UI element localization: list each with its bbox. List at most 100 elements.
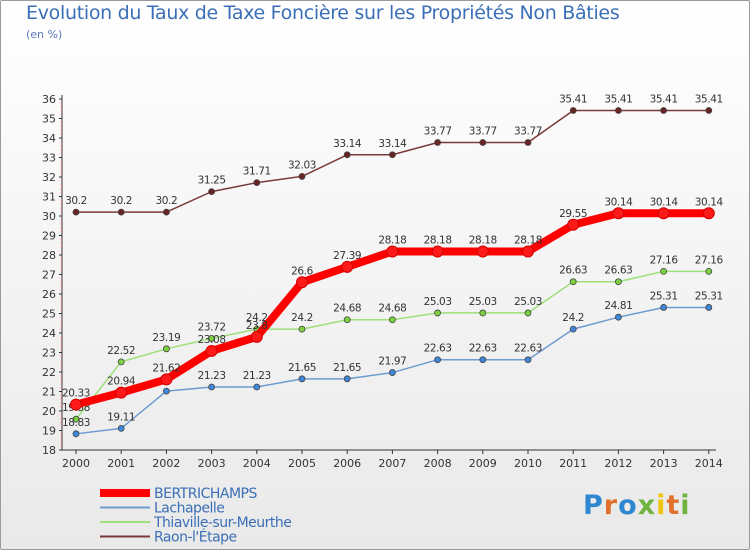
data-point — [162, 345, 170, 353]
x-tick-label: 2001 — [107, 457, 135, 470]
data-label: 25.03 — [514, 296, 542, 308]
logo-letter: o — [618, 490, 638, 521]
data-label: 23.19 — [152, 332, 180, 344]
y-tick-label: 36 — [42, 93, 56, 106]
data-point — [660, 107, 667, 114]
data-point — [208, 188, 216, 196]
series-lachapelle: 18.83 19.11 21.23 21.23 21.65 21.65 21.97 22.63… — [62, 290, 723, 438]
data-label: 35.41 — [604, 94, 632, 106]
data-label: 31.25 — [198, 175, 226, 187]
data-point — [72, 208, 80, 216]
series-thiaville-sur-meurthe: 19.5822.5223.1923.7224.224.224.6824.6825… — [62, 254, 724, 423]
data-point — [70, 398, 82, 411]
proxiti-logo: Proxiti — [583, 490, 691, 521]
data-point — [569, 107, 577, 114]
x-tick-label: 2003 — [198, 457, 226, 470]
data-label: 21.23 — [198, 370, 226, 382]
data-label: 35.41 — [650, 94, 678, 106]
data-point — [615, 107, 622, 114]
data-point — [434, 139, 442, 146]
data-label: 33.77 — [514, 125, 542, 137]
chart-subtitle: (en %) — [26, 28, 63, 41]
x-tick-label: 2014 — [695, 457, 723, 470]
x-tick-label: 2011 — [559, 457, 587, 470]
y-tick-label: 20 — [42, 405, 56, 418]
y-tick-label: 31 — [42, 191, 56, 204]
data-label: 27.39 — [333, 250, 361, 262]
data-point — [702, 207, 715, 220]
data-point — [388, 369, 396, 376]
data-point — [72, 415, 80, 423]
chart-title: Evolution du Taux de Taxe Foncière sur l… — [26, 2, 620, 24]
logo-letter: i — [656, 490, 667, 521]
data-point — [250, 330, 263, 343]
data-label: 28.18 — [469, 234, 497, 246]
data-label: 23.72 — [198, 321, 226, 333]
data-label: 33.77 — [424, 125, 452, 137]
data-point — [569, 325, 577, 333]
data-label: 21.23 — [243, 370, 271, 382]
data-point — [162, 208, 170, 216]
data-point — [479, 356, 487, 364]
data-point — [253, 383, 261, 391]
data-point — [434, 309, 442, 317]
data-label: 35.41 — [695, 94, 723, 106]
data-label: 29.55 — [559, 208, 587, 220]
y-tick-label: 26 — [42, 288, 56, 301]
series-raon-l-tape: 30.2 30.2 30.2 31.25 31.71 32.03 33.14 33.14 33.… — [65, 94, 723, 216]
data-label: 18.83 — [62, 417, 90, 429]
data-point — [298, 375, 306, 383]
series-layer: 30.2 30.2 30.2 31.25 31.71 32.03 33.14 33.14 33.… — [62, 94, 724, 438]
data-point — [388, 151, 396, 159]
data-point — [522, 245, 534, 258]
legend-label: Thiaville-sur-Meurthe — [153, 515, 291, 531]
data-point — [705, 304, 713, 311]
data-point — [660, 267, 667, 275]
data-label: 19.11 — [107, 411, 135, 423]
data-label: 33.77 — [469, 125, 497, 137]
x-tick-label: 2004 — [243, 457, 271, 470]
axes: 18 19 20 21 22 23 24 25 26 27 28 29 30 31 32 33 34 35 36 20… — [42, 93, 723, 470]
data-label: 28.18 — [378, 234, 406, 246]
y-tick-label: 30 — [42, 210, 56, 223]
data-label: 24.2 — [291, 312, 313, 324]
data-label: 26.63 — [604, 265, 632, 277]
logo-letter: t — [666, 490, 681, 521]
data-point — [298, 173, 306, 180]
data-point — [705, 107, 713, 114]
data-label: 23.08 — [198, 334, 226, 346]
data-point — [660, 304, 667, 311]
data-point — [208, 335, 216, 342]
y-tick-label: 32 — [42, 171, 56, 184]
data-point — [253, 179, 261, 187]
y-tick-label: 34 — [42, 132, 56, 145]
data-label: 27.16 — [695, 254, 724, 266]
y-tick-label: 29 — [42, 230, 56, 243]
data-point — [612, 207, 625, 220]
legend-item: Raon-l'Étape — [100, 529, 237, 546]
logo-letter: r — [603, 490, 619, 521]
legend-item: Thiaville-sur-Meurthe — [100, 515, 292, 531]
data-point — [117, 424, 125, 432]
data-point — [298, 325, 306, 333]
data-point — [657, 207, 670, 220]
legend-label: BERTRICHAMPS — [154, 486, 257, 502]
data-point — [569, 278, 577, 286]
data-label: 26.6 — [291, 265, 313, 277]
data-point — [567, 218, 580, 231]
data-point — [434, 356, 442, 364]
data-point — [117, 358, 125, 366]
data-point — [115, 386, 128, 399]
data-label: 20.94 — [107, 376, 136, 388]
data-label: 35.41 — [559, 94, 587, 106]
data-point — [296, 276, 308, 289]
data-point — [208, 383, 216, 391]
data-label: 21.62 — [152, 362, 180, 374]
data-label: 21.65 — [288, 362, 316, 374]
y-tick-label: 19 — [42, 425, 56, 438]
data-label: 32.03 — [288, 159, 316, 171]
data-label: 25.31 — [695, 290, 723, 302]
data-point — [524, 309, 532, 317]
